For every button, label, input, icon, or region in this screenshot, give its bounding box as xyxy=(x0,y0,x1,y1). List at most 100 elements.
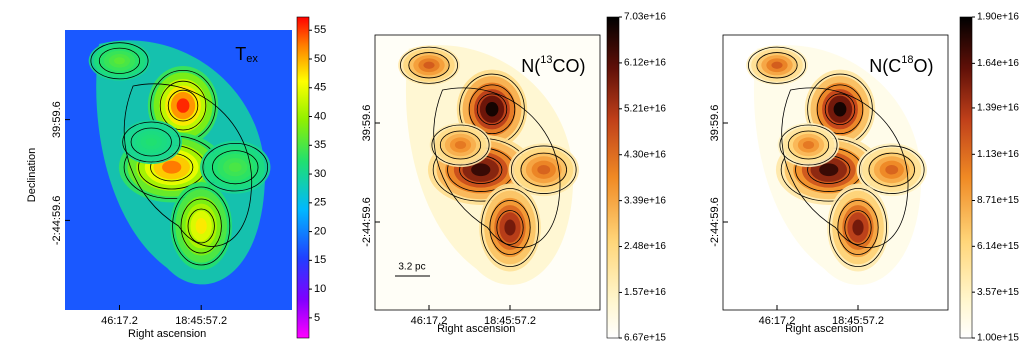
colorbar-tick-label: 5.21e+16 xyxy=(624,103,666,114)
x-tick-label: 18:45:57.2 xyxy=(832,315,884,327)
emission-clump xyxy=(885,164,899,175)
colorbar-tick-label: 5 xyxy=(314,312,320,324)
colorbar-tick-label: 1.57e+16 xyxy=(624,287,666,298)
contour xyxy=(98,47,141,74)
y-tick-label: 39:59.6 xyxy=(361,105,373,142)
colorbar-tick-label: 45 xyxy=(314,82,326,94)
colorbar-tick-label: 6.14e+15 xyxy=(977,241,1019,252)
contour xyxy=(489,200,531,255)
contour xyxy=(399,46,458,84)
contour xyxy=(123,83,253,247)
colorbar-tick-label: 6.67e+15 xyxy=(624,333,666,344)
emission-clump xyxy=(504,219,516,236)
contour xyxy=(172,186,231,266)
colorbar-tick-label: 2.48e+16 xyxy=(624,241,666,252)
colorbar-tick-label: 15 xyxy=(314,254,326,266)
scale-bar-label: 3.2 pc xyxy=(398,262,425,273)
contour xyxy=(408,52,450,79)
x-tick-label: 46:17.2 xyxy=(759,315,796,327)
contour xyxy=(439,130,482,160)
emission-clump xyxy=(819,163,839,177)
title-part: 13 xyxy=(540,54,552,66)
x-tick-label: 18:45:57.2 xyxy=(484,315,536,327)
y-tick-label: -2:44:59.6 xyxy=(361,197,373,247)
contour xyxy=(858,145,925,194)
x-axis-label: Right ascension xyxy=(128,328,206,340)
emission-clump xyxy=(471,163,491,177)
colorbar-tick-label: 20 xyxy=(314,225,326,237)
emission-clump xyxy=(228,162,242,172)
contour xyxy=(480,188,539,267)
map-image xyxy=(723,35,948,310)
axes-frame xyxy=(374,34,601,311)
colorbar xyxy=(606,16,620,339)
x-tick-label: 46:17.2 xyxy=(411,315,448,327)
colorbar-tick-label: 6.12e+16 xyxy=(624,58,666,69)
contour xyxy=(202,142,269,192)
contour xyxy=(748,46,807,84)
colorbar-tick-label: 3.57e+15 xyxy=(977,287,1019,298)
title-part: 18 xyxy=(901,54,913,66)
contour xyxy=(187,208,215,244)
axes-frame xyxy=(722,34,949,311)
emission-clump xyxy=(145,138,157,146)
y-tick-label: -2:44:59.6 xyxy=(709,197,721,247)
contour xyxy=(868,152,915,187)
emission-clump xyxy=(485,102,499,117)
colorbar-tick-label: 30 xyxy=(314,168,326,180)
y-tick-label: -2:44:59.6 xyxy=(51,196,63,246)
contour xyxy=(520,152,567,187)
contour xyxy=(844,210,872,245)
contour xyxy=(837,200,879,255)
colorbar-tick-label: 8.71e+15 xyxy=(977,195,1019,206)
emission-clump xyxy=(195,218,207,234)
contour xyxy=(122,121,181,163)
contour xyxy=(510,145,577,194)
contour xyxy=(167,89,199,122)
colorbar-tick-label: 1.90e+16 xyxy=(977,12,1019,23)
colorbar-tick-label: 1.39e+16 xyxy=(977,103,1019,114)
contour xyxy=(824,93,856,126)
colorbar-tick-label: 1.64e+16 xyxy=(977,58,1019,69)
colorbar-tick-label: 50 xyxy=(314,53,326,65)
emission-clump xyxy=(162,160,182,174)
colorbar-tick-label: 1.00e+15 xyxy=(977,333,1019,344)
y-tick-label: 39:59.6 xyxy=(709,105,721,142)
title-part: N(C xyxy=(869,56,901,76)
colorbar-tick-label: 55 xyxy=(314,24,326,36)
emission-clump xyxy=(537,164,551,175)
x-tick-label: 46:17.2 xyxy=(101,315,138,327)
title-part: T xyxy=(235,44,246,64)
emission-clump xyxy=(833,102,847,117)
x-axis-label: Right ascension xyxy=(437,323,515,335)
map-image xyxy=(65,30,292,310)
emission-clump xyxy=(423,61,435,69)
contour xyxy=(476,93,508,126)
title-part: ex xyxy=(246,53,258,65)
colorbar-tick-label: 10 xyxy=(314,283,326,295)
contour xyxy=(779,124,838,166)
colorbar-tick-label: 3.39e+16 xyxy=(624,195,666,206)
panel-title: N(C18O) xyxy=(869,54,933,75)
colorbar xyxy=(296,16,310,339)
contour xyxy=(159,80,207,131)
panel-title: N(13CO) xyxy=(521,54,585,75)
contour xyxy=(816,84,864,135)
title-part: O) xyxy=(914,56,934,76)
contour xyxy=(787,130,830,160)
x-axis-label: Right ascension xyxy=(785,323,863,335)
y-axis-label: Declination xyxy=(26,148,38,202)
contour xyxy=(90,42,149,80)
title-part: CO) xyxy=(553,56,586,76)
colorbar-tick-label: 4.30e+16 xyxy=(624,149,666,160)
title-part: N( xyxy=(521,56,540,76)
emission-clump xyxy=(176,98,190,113)
map-image xyxy=(375,35,600,310)
panel-title: Tex xyxy=(235,44,258,65)
colorbar-tick-label: 7.03e+16 xyxy=(624,12,666,23)
contour xyxy=(130,127,172,157)
colorbar-tick-label: 35 xyxy=(314,139,326,151)
emission-clump xyxy=(454,141,467,149)
emission-clump xyxy=(852,219,864,236)
